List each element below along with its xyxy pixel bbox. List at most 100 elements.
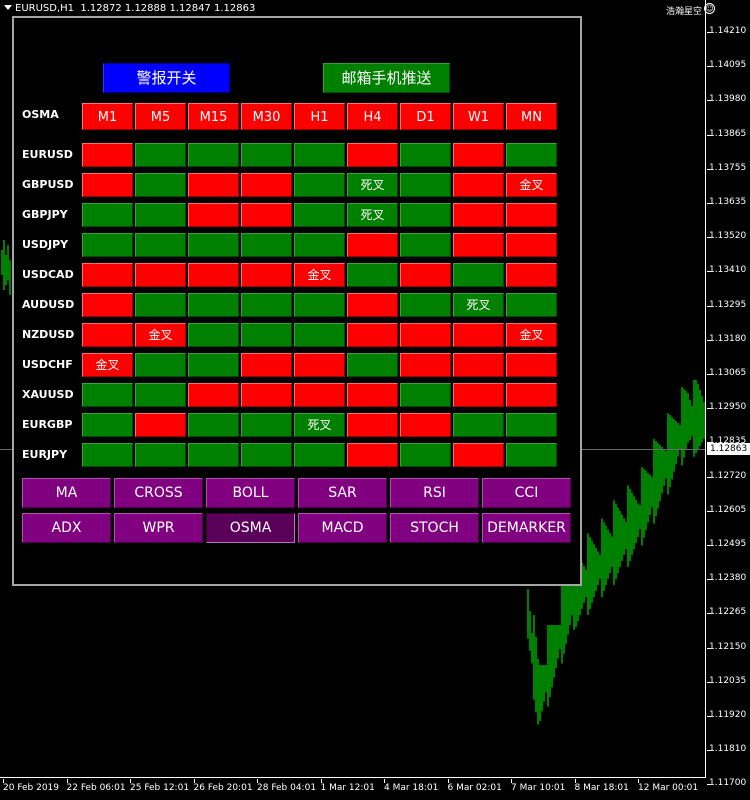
signal-cell[interactable]: [347, 353, 398, 377]
chart-menu-triangle-icon[interactable]: [4, 5, 12, 10]
signal-cell[interactable]: [400, 443, 451, 467]
signal-cell[interactable]: 金叉: [82, 353, 133, 377]
signal-cell[interactable]: 金叉: [506, 323, 557, 347]
signal-cell[interactable]: [347, 383, 398, 407]
timeframe-header-m5[interactable]: M5: [135, 103, 186, 130]
signal-cell[interactable]: [241, 323, 292, 347]
signal-cell[interactable]: [506, 263, 557, 287]
timeframe-header-h1[interactable]: H1: [294, 103, 345, 130]
indicator-button-rsi[interactable]: RSI: [390, 478, 479, 508]
signal-cell[interactable]: [294, 233, 345, 257]
indicator-button-stoch[interactable]: STOCH: [390, 513, 479, 543]
signal-cell[interactable]: [82, 443, 133, 467]
signal-cell[interactable]: [294, 143, 345, 167]
signal-cell[interactable]: [188, 143, 239, 167]
signal-cell[interactable]: [241, 173, 292, 197]
signal-cell[interactable]: [135, 413, 186, 437]
signal-cell[interactable]: [241, 293, 292, 317]
signal-cell[interactable]: [453, 443, 504, 467]
signal-cell[interactable]: 死叉: [347, 173, 398, 197]
signal-cell[interactable]: [453, 173, 504, 197]
timeframe-header-m30[interactable]: M30: [241, 103, 292, 130]
timeframe-header-mn[interactable]: MN: [506, 103, 557, 130]
signal-cell[interactable]: [453, 203, 504, 227]
signal-cell[interactable]: [241, 353, 292, 377]
signal-cell[interactable]: [82, 203, 133, 227]
indicator-button-adx[interactable]: ADX: [22, 513, 111, 543]
signal-cell[interactable]: [135, 203, 186, 227]
signal-cell[interactable]: [82, 383, 133, 407]
signal-cell[interactable]: [188, 383, 239, 407]
signal-cell[interactable]: [82, 293, 133, 317]
signal-cell[interactable]: [400, 173, 451, 197]
signal-cell[interactable]: 死叉: [294, 413, 345, 437]
signal-cell[interactable]: 死叉: [347, 203, 398, 227]
signal-cell[interactable]: [506, 353, 557, 377]
signal-cell[interactable]: [453, 143, 504, 167]
signal-cell[interactable]: [400, 263, 451, 287]
signal-cell[interactable]: [400, 293, 451, 317]
indicator-button-macd[interactable]: MACD: [298, 513, 387, 543]
signal-cell[interactable]: [294, 443, 345, 467]
signal-cell[interactable]: [453, 413, 504, 437]
signal-cell[interactable]: [241, 383, 292, 407]
signal-cell[interactable]: [241, 203, 292, 227]
indicator-button-boll[interactable]: BOLL: [206, 478, 295, 508]
signal-cell[interactable]: [294, 173, 345, 197]
signal-cell[interactable]: [294, 323, 345, 347]
signal-cell[interactable]: [135, 263, 186, 287]
signal-cell[interactable]: [506, 143, 557, 167]
signal-cell[interactable]: [135, 143, 186, 167]
indicator-button-ma[interactable]: MA: [22, 478, 111, 508]
signal-cell[interactable]: [188, 263, 239, 287]
timeframe-header-w1[interactable]: W1: [453, 103, 504, 130]
signal-cell[interactable]: [135, 233, 186, 257]
signal-cell[interactable]: [400, 353, 451, 377]
signal-cell[interactable]: [82, 413, 133, 437]
signal-cell[interactable]: [241, 143, 292, 167]
signal-cell[interactable]: [400, 143, 451, 167]
signal-cell[interactable]: [188, 443, 239, 467]
signal-cell[interactable]: [400, 323, 451, 347]
signal-cell[interactable]: [294, 383, 345, 407]
signal-cell[interactable]: [241, 263, 292, 287]
alarm-toggle-button[interactable]: 警报开关: [103, 63, 230, 93]
signal-cell[interactable]: [506, 203, 557, 227]
signal-cell[interactable]: [347, 413, 398, 437]
signal-cell[interactable]: [347, 263, 398, 287]
signal-cell[interactable]: [135, 173, 186, 197]
timeframe-header-m1[interactable]: M1: [82, 103, 133, 130]
signal-cell[interactable]: [453, 323, 504, 347]
signal-cell[interactable]: 金叉: [506, 173, 557, 197]
signal-cell[interactable]: [506, 233, 557, 257]
signal-cell[interactable]: [294, 203, 345, 227]
signal-cell[interactable]: [135, 293, 186, 317]
signal-cell[interactable]: [188, 323, 239, 347]
signal-cell[interactable]: [82, 323, 133, 347]
signal-cell[interactable]: [453, 233, 504, 257]
signal-cell[interactable]: [347, 143, 398, 167]
signal-cell[interactable]: 金叉: [135, 323, 186, 347]
signal-cell[interactable]: [188, 203, 239, 227]
signal-cell[interactable]: [347, 233, 398, 257]
signal-cell[interactable]: [82, 143, 133, 167]
signal-cell[interactable]: [400, 233, 451, 257]
signal-cell[interactable]: [188, 413, 239, 437]
signal-cell[interactable]: [400, 413, 451, 437]
signal-cell[interactable]: [82, 263, 133, 287]
signal-cell[interactable]: [506, 443, 557, 467]
signal-cell[interactable]: [506, 413, 557, 437]
signal-cell[interactable]: [400, 383, 451, 407]
signal-cell[interactable]: [347, 443, 398, 467]
signal-cell[interactable]: [453, 263, 504, 287]
signal-cell[interactable]: [506, 293, 557, 317]
indicator-button-cross[interactable]: CROSS: [114, 478, 203, 508]
indicator-button-sar[interactable]: SAR: [298, 478, 387, 508]
signal-cell[interactable]: [188, 353, 239, 377]
signal-cell[interactable]: [188, 233, 239, 257]
signal-cell[interactable]: [135, 443, 186, 467]
signal-cell[interactable]: [347, 293, 398, 317]
signal-cell[interactable]: [294, 353, 345, 377]
signal-cell[interactable]: [82, 173, 133, 197]
signal-cell[interactable]: 金叉: [294, 263, 345, 287]
